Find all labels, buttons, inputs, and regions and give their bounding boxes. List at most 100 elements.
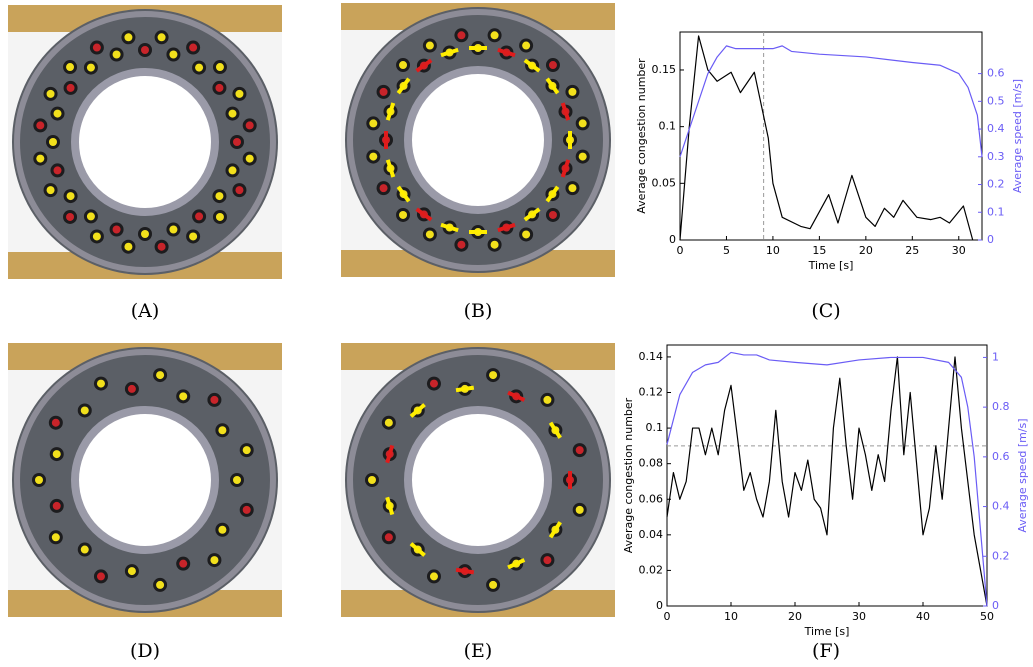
data-line [666,351,988,607]
y2-tick-label: 0.6 [987,67,1005,80]
arrow [507,558,526,570]
hat [179,392,188,401]
hat [66,83,75,92]
hat [80,545,89,554]
y-tick-label: 0.12 [639,386,664,399]
hat [522,41,531,50]
y2-tick-label: 0.2 [987,178,1005,191]
hat [157,242,166,251]
hat [425,41,434,50]
ring-outer [347,349,609,611]
hat [124,33,133,42]
hat [568,87,577,96]
hat [575,505,584,514]
hat [242,446,251,455]
plot-frame [666,344,988,607]
hat [490,31,499,40]
hat [235,89,244,98]
arrow [545,185,560,203]
y2-axis-label: Average speed [m/s] [1011,79,1024,193]
hat [218,525,227,534]
y2-tick-label: 0 [987,233,994,246]
x-tick-label: 25 [905,244,919,257]
ring-inner [404,66,552,214]
photo [341,343,615,617]
photo [341,3,615,277]
hat [86,212,95,221]
y-tick-label: 0.02 [639,563,664,576]
hat [548,61,557,70]
hat [195,63,204,72]
x-tick-label: 20 [859,244,873,257]
hat [53,166,62,175]
arrow [507,390,526,402]
plot-frame [679,31,983,241]
hat [46,89,55,98]
arrow [523,58,541,73]
x-tick-label: 30 [852,610,866,623]
hat [66,192,75,201]
hat [36,154,45,163]
hat [66,212,75,221]
arrow [548,521,562,539]
hat [578,119,587,128]
y-tick-label: 0.14 [639,350,664,363]
panel-label: (C) [811,300,840,322]
hat [490,240,499,249]
hat [51,418,60,427]
arrow [497,222,516,233]
y-tick-label: 0 [656,599,663,612]
arrow [455,567,475,575]
hat [157,33,166,42]
arrow [497,47,516,58]
hat [369,119,378,128]
x-tick-label: 50 [980,610,994,623]
hat [195,212,204,221]
arrow [415,58,433,73]
hat [112,225,121,234]
photo [8,343,282,617]
arrow [385,496,395,516]
hat [189,232,198,241]
hat [169,225,178,234]
hat [384,533,393,542]
x-tick-label: 40 [916,610,930,623]
data-line [679,35,974,241]
ring-outer [347,9,609,271]
ring-inner [404,406,552,554]
arrow [548,421,562,439]
x-tick-label: 0 [677,244,684,257]
hat [218,426,227,435]
hat [228,166,237,175]
y-tick-label: 0.05 [652,176,677,189]
y-tick-label: 0.1 [646,421,664,434]
hat [548,210,557,219]
panel-label: (A) [131,300,160,322]
arrow [440,222,459,233]
hat [489,580,498,589]
hat [228,109,237,118]
arrow [523,207,541,222]
hat [127,384,136,393]
arrow [415,207,433,222]
hat [210,395,219,404]
hat [35,476,43,484]
hat [242,505,251,514]
arrow [560,159,571,178]
y2-tick-label: 0.6 [992,450,1010,463]
hat [369,152,378,161]
hat [179,559,188,568]
x-axis-label: Time [s] [808,259,854,272]
panel-label: (E) [464,640,493,662]
y2-tick-label: 0 [992,599,999,612]
x-tick-label: 30 [952,244,966,257]
hat [457,31,466,40]
hat [51,533,60,542]
arrow [409,403,426,418]
hat [399,61,408,70]
y2-tick-label: 0.1 [987,205,1005,218]
y-axis-label: Average congestion number [622,397,635,553]
hat [52,450,61,459]
y2-tick-label: 0.3 [987,150,1005,163]
